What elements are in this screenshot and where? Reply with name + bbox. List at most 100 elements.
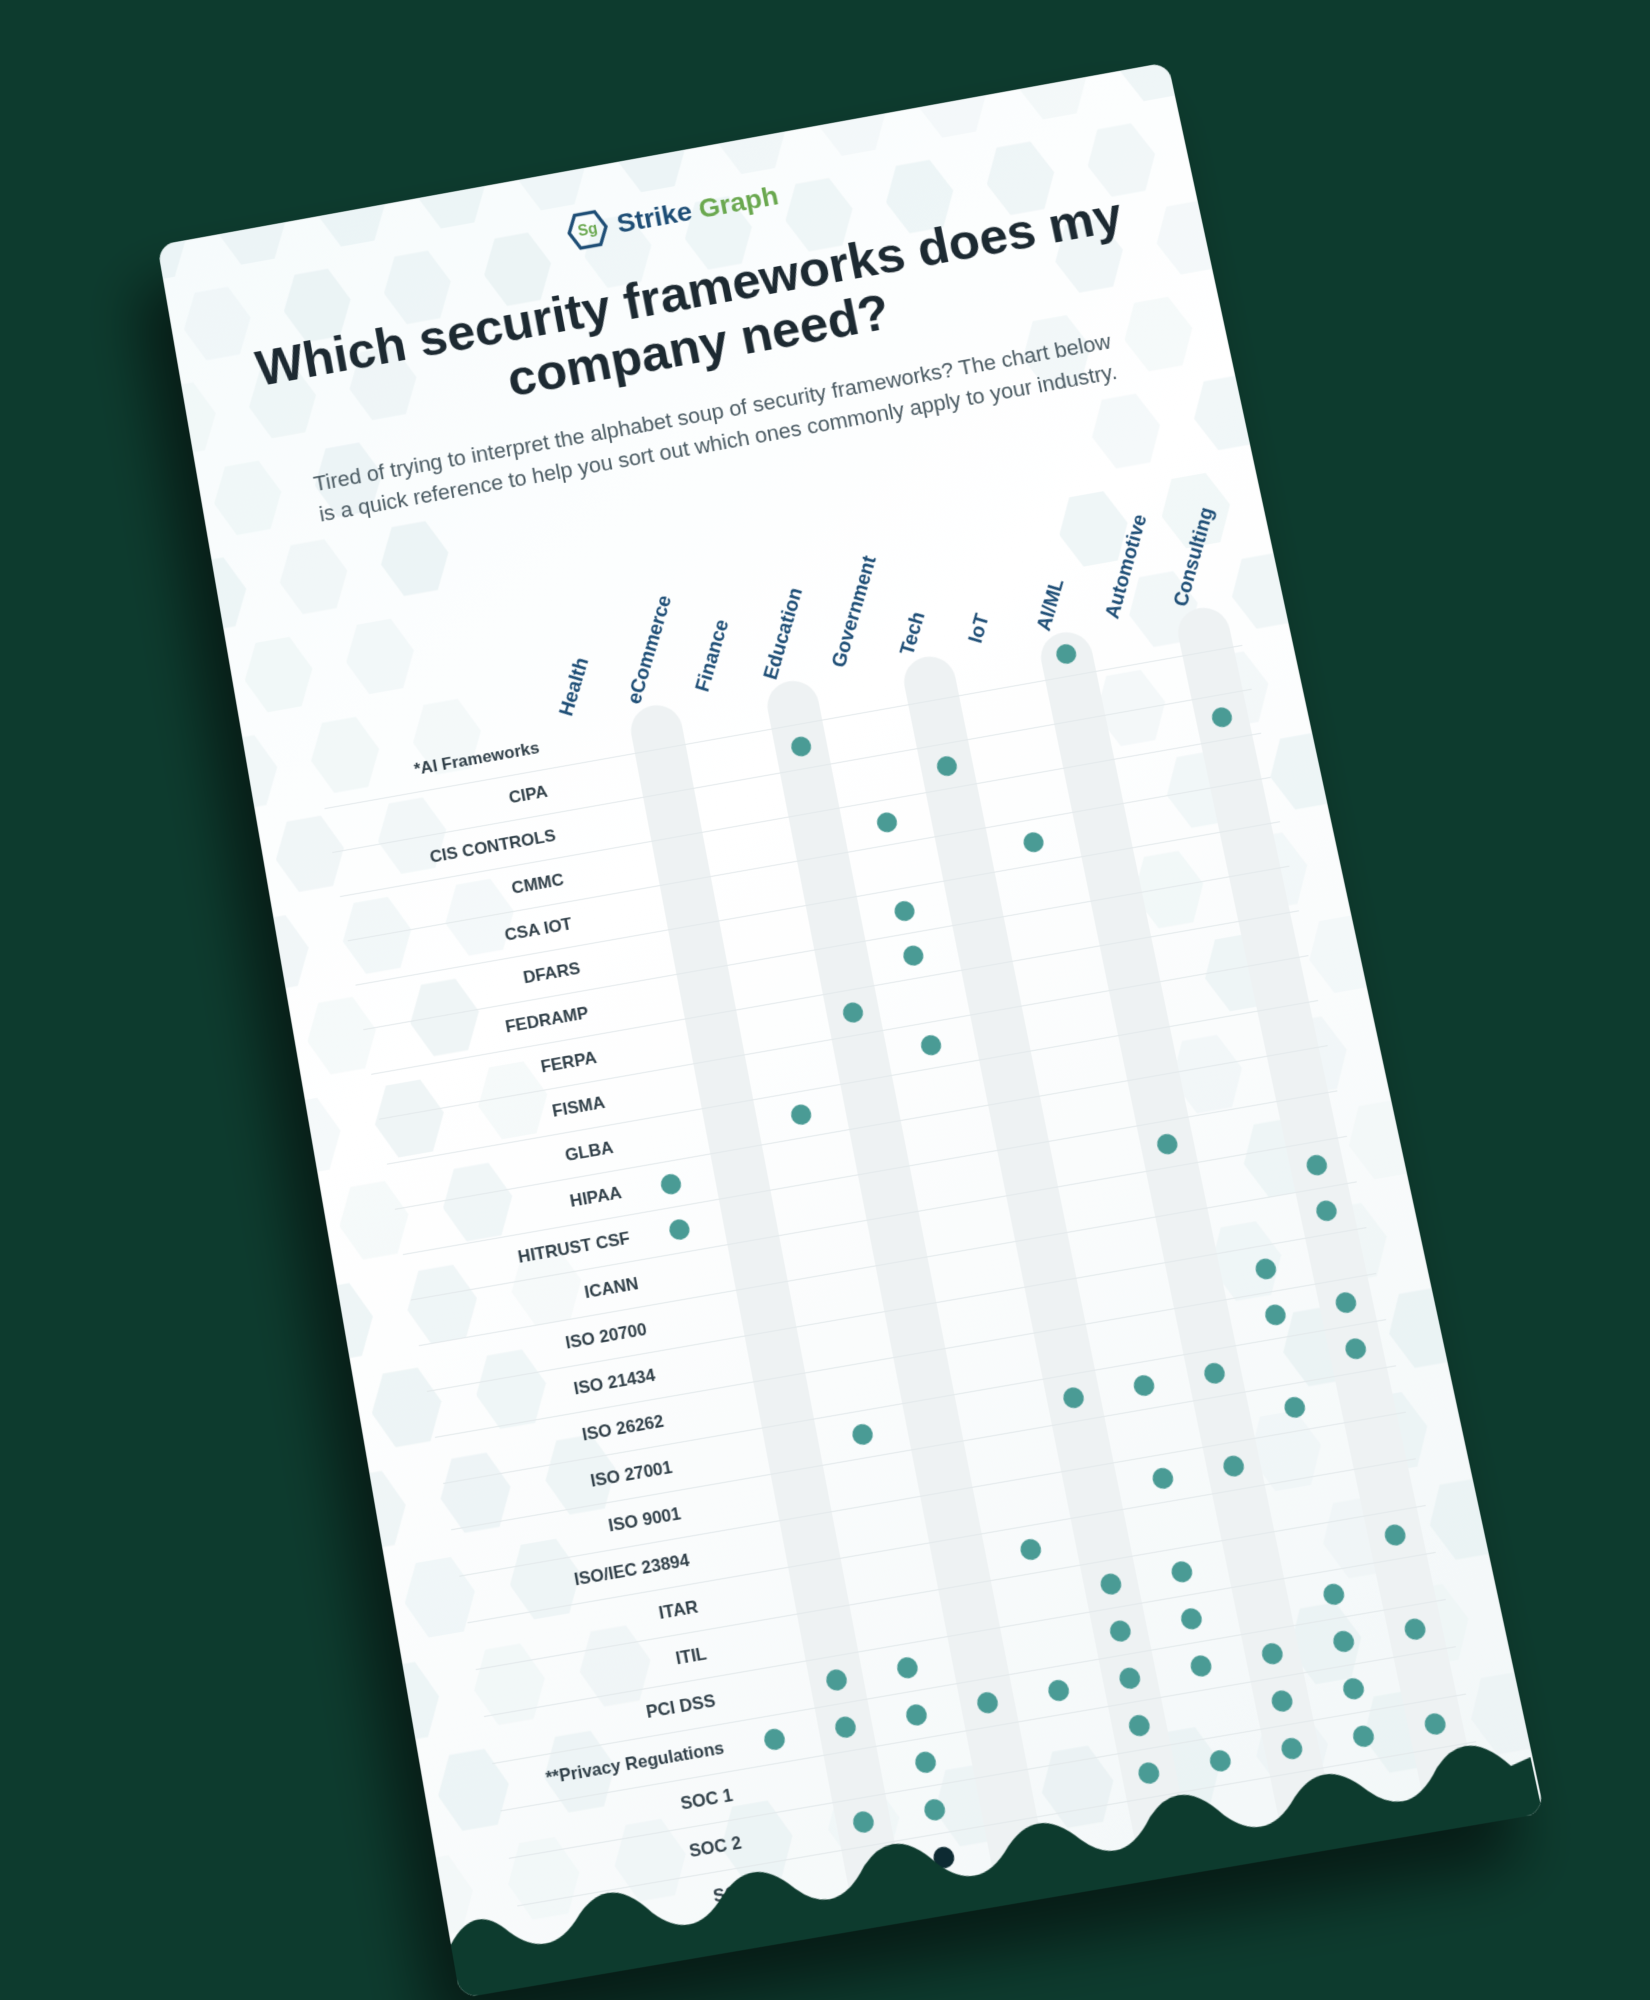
- dot: [762, 1727, 786, 1751]
- col-header: Tech: [896, 586, 937, 658]
- dot: [1314, 1199, 1338, 1223]
- dot: [824, 1668, 848, 1692]
- dot: [659, 1172, 683, 1196]
- row-label: ISO 26262: [437, 1410, 677, 1469]
- dot: [1170, 1560, 1195, 1584]
- dot: [1108, 1619, 1133, 1643]
- dot: [1189, 1654, 1214, 1679]
- dot: [904, 1703, 928, 1727]
- document-sheet: Sg Strike Graph Which security framework…: [157, 62, 1545, 1998]
- dot: [841, 1001, 865, 1024]
- col-header: IoT: [964, 574, 1005, 646]
- dot: [1132, 1374, 1156, 1398]
- col-header: Education: [760, 610, 801, 682]
- matrix-row: HITRUST CSF: [403, 1091, 1347, 1300]
- dot: [1403, 1617, 1428, 1642]
- matrix-row: ICANN: [411, 1137, 1357, 1346]
- dot: [1263, 1303, 1287, 1327]
- dot: [789, 735, 812, 758]
- dot: [1423, 1712, 1448, 1737]
- brand-strike: Strike: [614, 196, 694, 238]
- dot: [1061, 1386, 1085, 1410]
- matrix-row: ISO 21434: [427, 1228, 1376, 1438]
- dot: [668, 1218, 692, 1242]
- dot: [1099, 1572, 1123, 1596]
- svg-text:Sg: Sg: [577, 221, 599, 240]
- dot: [893, 899, 917, 922]
- matrix-rows: *AI FrameworksCIPACIS CONTROLSCMMCCSA IO…: [317, 602, 1496, 1998]
- row-label: HITRUST CSF: [405, 1227, 643, 1286]
- row-label: ITAR: [470, 1596, 712, 1656]
- dot: [1331, 1629, 1356, 1654]
- dot: [1151, 1466, 1175, 1490]
- brand-graph: Graph: [696, 181, 781, 224]
- row-label: SOX: [520, 1879, 764, 1939]
- col-header: Finance: [692, 622, 733, 694]
- matrix-row: ISO 26262: [435, 1274, 1386, 1484]
- dot: [1127, 1713, 1152, 1738]
- dot: [851, 1810, 875, 1835]
- dot: [975, 1691, 999, 1715]
- dot: [1054, 643, 1078, 666]
- dot: [1202, 1361, 1226, 1385]
- dot: [1343, 1337, 1368, 1361]
- dot: [1118, 1666, 1143, 1691]
- dot: [1221, 1454, 1245, 1478]
- matrix-row: ISO 27001: [443, 1320, 1396, 1530]
- matrix-row: ITIL: [476, 1506, 1436, 1717]
- dot: [851, 1422, 875, 1446]
- row-label: **Privacy Regulations: [495, 1737, 738, 1797]
- dot: [1084, 1869, 1109, 1894]
- row-label: ISO 9001: [454, 1503, 695, 1563]
- dot: [1136, 1761, 1161, 1786]
- row-label: ISO 21434: [429, 1364, 668, 1423]
- col-header: Automotive: [1101, 549, 1142, 621]
- dot: [1279, 1736, 1304, 1761]
- dot: [789, 1103, 813, 1127]
- matrix-row: SOX: [517, 1742, 1486, 1954]
- dot: [1282, 1395, 1307, 1419]
- dot: [1351, 1724, 1376, 1749]
- matrix-row: TFRAMP: [526, 1790, 1497, 1998]
- brand-logo: Sg Strike Graph: [564, 176, 782, 253]
- col-header: Consulting: [1170, 537, 1210, 609]
- matrix-row: SOC 1: [501, 1647, 1466, 1859]
- matrix-row: **Privacy Regulations: [492, 1600, 1456, 1811]
- dot: [1260, 1642, 1285, 1667]
- dot: [919, 1034, 943, 1057]
- col-header: eCommerce: [623, 634, 664, 706]
- dot: [1383, 1523, 1408, 1547]
- dot: [1305, 1153, 1329, 1177]
- framework-matrix: Health eCommerce Finance Education Governmen…: [290, 448, 1493, 1986]
- col-header: Government: [828, 598, 869, 670]
- dot: [895, 1656, 919, 1680]
- dot: [1179, 1607, 1204, 1631]
- col-header: AI/ML: [1033, 562, 1074, 634]
- torn-edge: [438, 1699, 1543, 1999]
- matrix-row: ISO 20700: [419, 1182, 1367, 1392]
- row-label: SOC 1: [503, 1784, 746, 1844]
- row-label: HIPAA: [397, 1182, 635, 1241]
- col-header: Health: [555, 647, 596, 719]
- dot: [833, 1715, 857, 1739]
- row-label: GLBA: [389, 1137, 626, 1196]
- dot: [1208, 1749, 1233, 1774]
- dot: [1019, 1537, 1043, 1561]
- row-label: ICANN: [413, 1273, 652, 1332]
- dot: [1270, 1689, 1295, 1714]
- row-label: ISO 20700: [421, 1318, 660, 1377]
- dot: [932, 1845, 956, 1870]
- row-label: ISO/IEC 23894: [462, 1549, 703, 1609]
- dot: [935, 755, 959, 778]
- row-label: ISO 27001: [446, 1456, 686, 1516]
- dot: [922, 1798, 946, 1823]
- row-label: PCI DSS: [486, 1690, 729, 1750]
- matrix-row: ISO/IEC 23894: [459, 1413, 1415, 1624]
- matrix-row: ISO 9001: [451, 1366, 1406, 1576]
- row-label: TFRAMP: [528, 1927, 773, 1987]
- dot: [901, 944, 925, 967]
- matrix-row: ITAR: [468, 1459, 1426, 1670]
- dot: [913, 1750, 937, 1775]
- dot: [1321, 1582, 1346, 1606]
- dot: [1254, 1257, 1278, 1281]
